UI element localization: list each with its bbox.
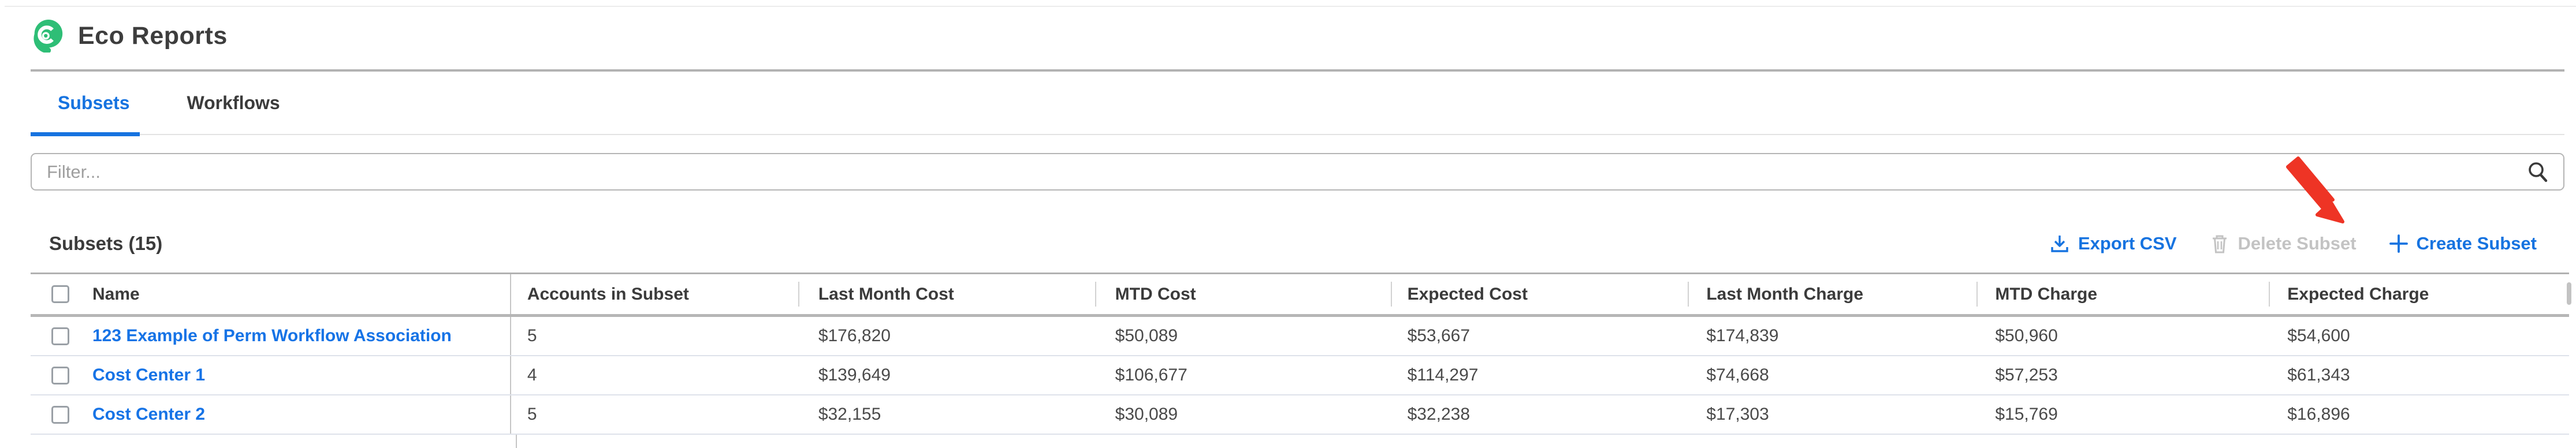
top-divider (5, 6, 2576, 7)
cell-mtd-charge: $57,253 (1995, 365, 2058, 384)
subset-name-link[interactable]: 123 Example of Perm Workflow Association (92, 326, 452, 345)
cell-expected-charge: $16,896 (2287, 405, 2350, 424)
subset-name-link[interactable]: Cost Center 1 (92, 365, 206, 384)
cell-last-month-charge: $74,668 (1706, 365, 1769, 384)
row-checkbox[interactable] (51, 327, 69, 345)
export-csv-button[interactable]: Export CSV (2049, 233, 2177, 254)
trash-icon (2212, 235, 2227, 253)
export-csv-label: Export CSV (2078, 233, 2177, 253)
cell-name: 123 Example of Perm Workflow Association (31, 317, 510, 355)
cell-mtd-charge: $15,769 (1995, 405, 2058, 424)
app-header: Eco Reports (0, 0, 2576, 72)
tab-workflows[interactable]: Workflows (187, 92, 280, 113)
cell-expected-charge: $54,600 (2287, 326, 2350, 345)
header-name: Name (31, 274, 510, 314)
plus-icon (2389, 234, 2408, 253)
search-icon[interactable] (2526, 160, 2549, 184)
tab-bar: Subsets Workflows (0, 72, 2576, 136)
filter-input[interactable] (31, 153, 2564, 191)
header-expected-cost: Expected Cost (1390, 274, 1688, 314)
table-filler-row (31, 435, 2569, 448)
cell-expected-cost: $53,667 (1407, 326, 1471, 345)
cell-accounts: 5 (509, 317, 798, 355)
cell-mtd-cost: $50,089 (1115, 326, 1178, 345)
cell-expected-charge: $61,343 (2287, 365, 2350, 384)
page-title: Eco Reports (78, 21, 228, 50)
toolbar-actions: Export CSV Delete Subset Create Subset (2049, 233, 2537, 254)
active-tab-underline (31, 132, 140, 136)
cell-mtd-charge: $50,960 (1995, 326, 2058, 345)
eco-logo-icon (33, 20, 63, 53)
cell-last-month-cost: $139,649 (818, 365, 891, 384)
header-mtd-charge: MTD Charge (1976, 274, 2269, 314)
table-row[interactable]: 123 Example of Perm Workflow Association… (31, 317, 2569, 356)
cell-expected-cost: $32,238 (1407, 405, 1471, 424)
header-last-month-cost: Last Month Cost (798, 274, 1095, 314)
row-checkbox[interactable] (51, 366, 69, 384)
cell-name: Cost Center 1 (31, 356, 510, 394)
create-subset-button[interactable]: Create Subset (2389, 233, 2537, 254)
table-row[interactable]: Cost Center 1 4 $139,649 $106,677 $114,2… (31, 356, 2569, 395)
cell-last-month-charge: $17,303 (1706, 405, 1769, 424)
header-last-month-charge: Last Month Charge (1688, 274, 1976, 314)
select-all-checkbox[interactable] (51, 285, 69, 303)
cell-accounts: 4 (509, 356, 798, 394)
delete-subset-label: Delete Subset (2238, 233, 2357, 253)
subsets-count-heading: Subsets (15) (49, 233, 163, 254)
filter-bar (31, 153, 2564, 191)
header-accounts: Accounts in Subset (509, 274, 798, 314)
tab-subsets[interactable]: Subsets (58, 92, 130, 113)
header-name-label: Name (92, 284, 140, 304)
cell-name: Cost Center 2 (31, 395, 510, 434)
cell-accounts: 5 (509, 395, 798, 434)
subset-name-link[interactable]: Cost Center 2 (92, 405, 206, 424)
cell-last-month-cost: $32,155 (818, 405, 881, 424)
create-subset-label: Create Subset (2416, 233, 2537, 253)
subsets-table: Name Accounts in Subset Last Month Cost … (31, 272, 2569, 448)
table-row[interactable]: Cost Center 2 5 $32,155 $30,089 $32,238 … (31, 395, 2569, 435)
delete-subset-button[interactable]: Delete Subset (2209, 233, 2357, 254)
download-icon (2051, 236, 2068, 252)
table-header-row: Name Accounts in Subset Last Month Cost … (31, 274, 2569, 317)
cell-mtd-cost: $106,677 (1115, 365, 1188, 384)
table-body: 123 Example of Perm Workflow Association… (31, 317, 2569, 435)
cell-last-month-cost: $176,820 (818, 326, 891, 345)
vertical-scrollbar-thumb[interactable] (2567, 282, 2571, 305)
header-expected-charge: Expected Charge (2269, 274, 2569, 314)
row-checkbox[interactable] (51, 405, 69, 424)
cell-mtd-cost: $30,089 (1115, 405, 1178, 424)
table-toolbar: Subsets (15) Export CSV Delete Subset (49, 232, 2537, 255)
cell-last-month-charge: $174,839 (1706, 326, 1779, 345)
header-mtd-cost: MTD Cost (1095, 274, 1391, 314)
cell-expected-cost: $114,297 (1407, 365, 1479, 384)
